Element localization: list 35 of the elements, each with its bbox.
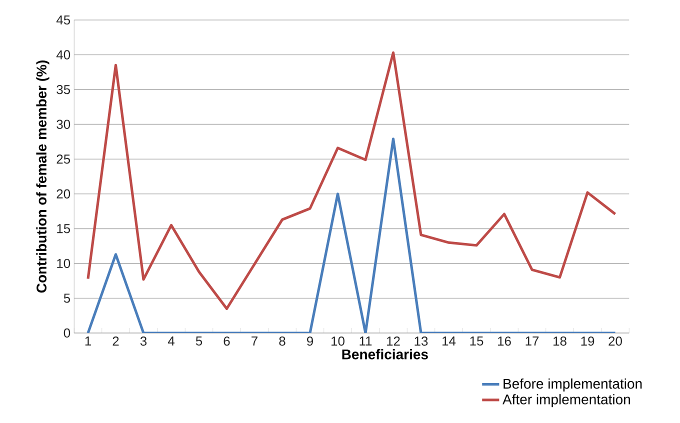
x-tick-label: 14 bbox=[442, 336, 456, 346]
x-tick-label: 5 bbox=[196, 336, 202, 346]
y-tick-label: 40 bbox=[56, 50, 70, 60]
y-tick-label: 25 bbox=[56, 154, 70, 164]
x-tick-label: 12 bbox=[387, 336, 400, 346]
x-tick-label: 20 bbox=[608, 336, 622, 346]
x-axis-title: Beneficiaries bbox=[342, 349, 428, 360]
x-tick-label: 15 bbox=[470, 336, 484, 346]
x-tick-label: 13 bbox=[414, 336, 428, 346]
x-tick-label: 16 bbox=[498, 336, 511, 346]
x-tick-label: 11 bbox=[360, 336, 372, 346]
legend-label: Before implementation bbox=[504, 378, 642, 392]
x-tick-label: 6 bbox=[224, 336, 230, 346]
x-tick-label: 10 bbox=[332, 336, 344, 346]
y-tick-label: 5 bbox=[64, 294, 70, 303]
x-tick-label: 19 bbox=[581, 336, 594, 346]
line-series bbox=[86, 51, 617, 310]
y-tick-label: 10 bbox=[57, 258, 70, 268]
y-tick-label: 0 bbox=[64, 328, 70, 338]
y-tick-label: 30 bbox=[56, 120, 70, 129]
y-axis-title: Contribution of female member (%) bbox=[36, 60, 50, 293]
x-tick-label: 17 bbox=[526, 336, 539, 346]
y-tick-label: 45 bbox=[56, 15, 70, 25]
y-tick-label: 20 bbox=[56, 189, 70, 198]
x-tick-label: 8 bbox=[279, 336, 286, 346]
x-tick-label: 2 bbox=[112, 336, 119, 346]
x-tick-label: 9 bbox=[307, 336, 314, 346]
x-tick-label: 3 bbox=[140, 336, 147, 346]
y-tick-label: 35 bbox=[56, 84, 70, 94]
x-tick-label: 1 bbox=[85, 336, 91, 346]
x-tick-label: 7 bbox=[252, 336, 258, 346]
x-tick-label: 4 bbox=[168, 336, 174, 346]
y-tick-label: 15 bbox=[57, 224, 70, 234]
legend-label: After implementation bbox=[502, 394, 630, 408]
x-tick-label: 18 bbox=[554, 336, 566, 346]
